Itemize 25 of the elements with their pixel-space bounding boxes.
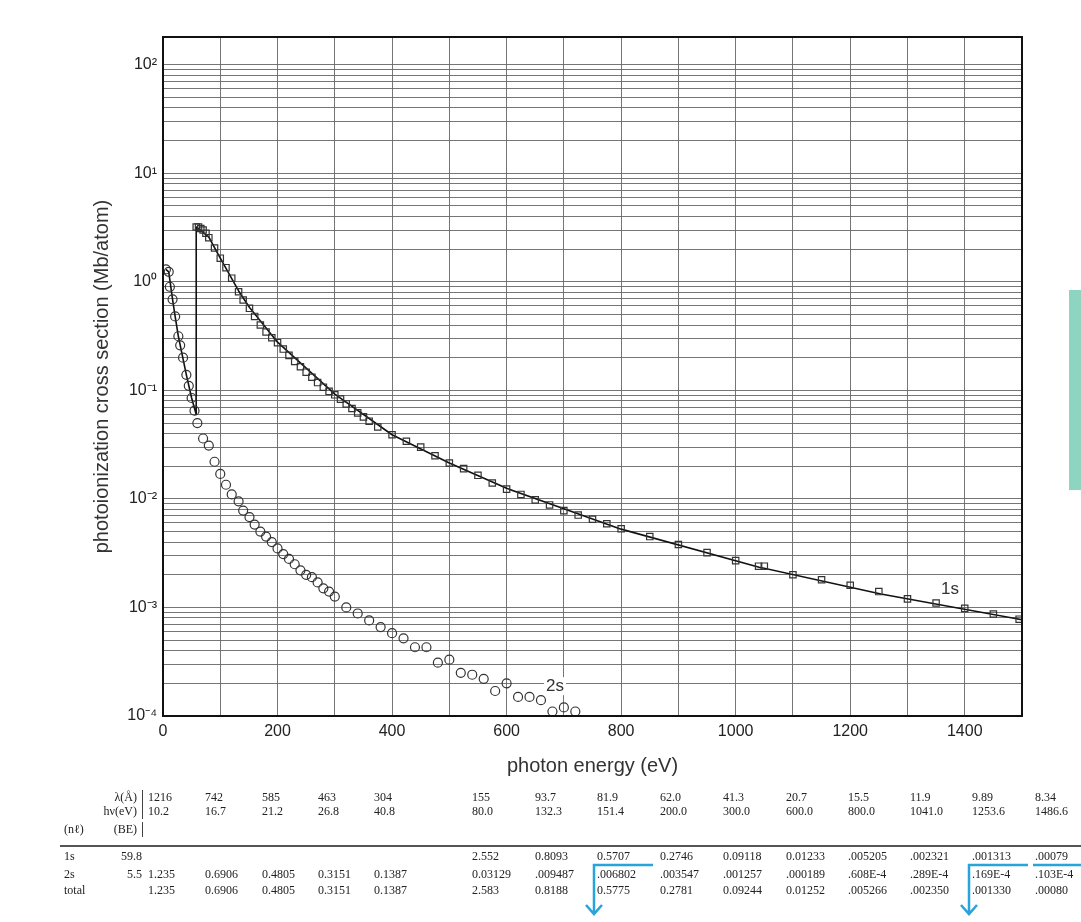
text: total 1.235 0.6906 0.4805 0.3151 0.1387 2.583 0.8188 0.5775 0.2781 0.09244 0.01252 .005266 .002350 .001330 .00080 bbox=[64, 883, 1068, 897]
text: (nℓ) (BE) bbox=[64, 822, 137, 836]
y-tick-label: 10⁰ bbox=[133, 272, 157, 290]
x-tick-label: 1000 bbox=[717, 722, 754, 740]
y-tick-label: 10¹ bbox=[133, 163, 157, 181]
text: λ(Å) 1216 742 585 463 304 155 93.7 81.9 62.0 41.3 20.7 15.5 11.9 9.89 8.34 bbox=[114, 790, 1056, 804]
x-tick-label: 0 bbox=[158, 722, 168, 740]
y-tick-label: 10⁻⁴ bbox=[127, 706, 158, 724]
y-tick-label: 10⁻¹ bbox=[128, 380, 157, 398]
x-tick-label: 1400 bbox=[946, 722, 983, 740]
text: 1s 59.8 2.552 0.8093 0.5707 0.2746 0.09118 0.01233 .005205 .002321 .001313 .00079 bbox=[64, 849, 1068, 863]
series-label: 2s bbox=[545, 676, 564, 696]
series-label: 1s bbox=[941, 579, 960, 599]
y-axis-title: photoionization cross section (Mb/atom) bbox=[89, 199, 112, 554]
y-tick-label: 10² bbox=[133, 55, 158, 73]
x-tick-label: 200 bbox=[264, 722, 291, 740]
text: 2s 5.5 1.235 0.6906 0.4805 0.3151 0.1387 0.03129 .009487 .006802 .003547 .001257 .000189 .608E-4 .289E-4 .169E-4 .103E-4 bbox=[64, 867, 1074, 881]
x-tick-label: 800 bbox=[607, 722, 635, 740]
x-tick-label: 600 bbox=[493, 722, 521, 740]
x-tick-label: 400 bbox=[378, 722, 406, 740]
y-tick-label: 10⁻³ bbox=[128, 597, 158, 615]
y-tick-label: 10⁻² bbox=[128, 489, 158, 507]
x-axis-title: photon energy (eV) bbox=[506, 753, 679, 776]
x-tick-label: 1200 bbox=[832, 722, 869, 740]
text: hν(eV) 10.2 16.7 21.2 26.8 40.8 80.0 132.3 151.4 200.0 300.0 600.0 800.0 1041.0 1253.6 1486.6 bbox=[103, 804, 1068, 818]
